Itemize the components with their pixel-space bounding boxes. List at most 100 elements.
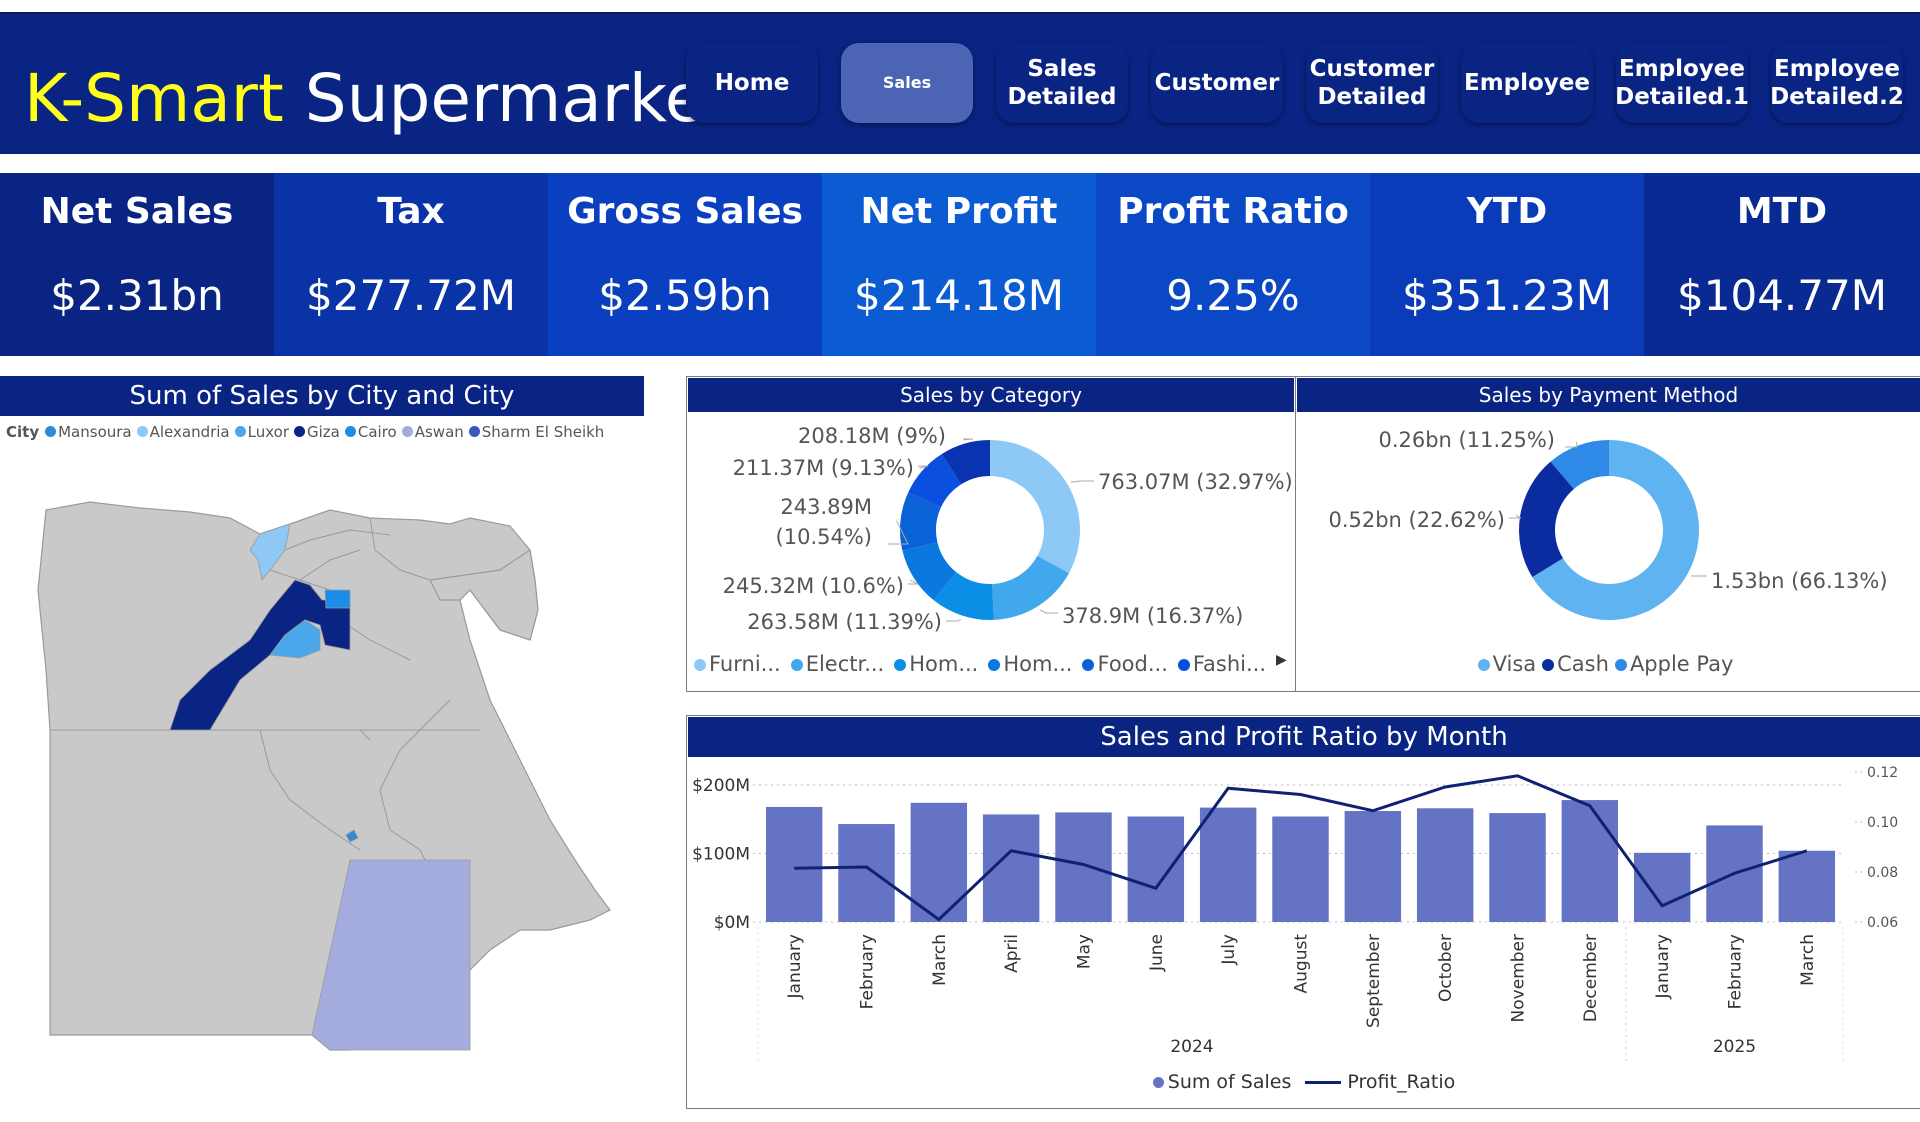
legend-sales-marker	[1152, 1077, 1164, 1088]
nav-button-sales-detailed[interactable]: Sales Detailed	[996, 43, 1128, 123]
nav-button-sales[interactable]: Sales	[841, 43, 973, 123]
slice-data-label: 0.52bn (22.62%)	[1328, 508, 1505, 532]
nav-button-label: Sales Detailed	[1007, 56, 1117, 110]
sales-bar[interactable]	[1127, 816, 1185, 922]
category-legend-item[interactable]: Hom...	[988, 652, 1072, 676]
y-left-tick: $0M	[714, 913, 750, 933]
map-legend-item[interactable]: Giza	[294, 423, 340, 441]
nav-button-label: Sales	[882, 73, 932, 92]
nav-button-employee-detailed1[interactable]: Employee Detailed.1	[1615, 43, 1749, 123]
x-year-label: 2024	[1170, 1037, 1213, 1057]
leader-line	[963, 438, 974, 441]
nav-button-employee-detailed2[interactable]: Employee Detailed.2	[1770, 43, 1904, 123]
top-header: K-Smart Supermarket Home Sales Sales Detai…	[0, 12, 1920, 154]
leader-line	[1070, 480, 1094, 483]
category-donut-chart[interactable]: 763.07M (32.97%) 378.9M (16.37%) 263.58M (…	[688, 414, 1294, 644]
nav-button-home[interactable]: Home	[686, 43, 818, 123]
slice-data-label: 0.26bn (11.25%)	[1378, 428, 1555, 452]
map-legend-item[interactable]: Luxor	[234, 423, 289, 441]
x-year-label: 2025	[1713, 1037, 1756, 1057]
legend-dot-icon	[344, 426, 356, 437]
map-region-giza[interactable]	[169, 579, 351, 731]
brand-title: K-Smart Supermarket	[24, 54, 731, 144]
donut-slice[interactable]	[1532, 440, 1699, 620]
map-title: Sum of Sales by City and City	[129, 381, 515, 411]
category-legend-label: Furni...	[709, 652, 781, 676]
sales-bar[interactable]	[1489, 813, 1546, 922]
map-legend-item[interactable]: Cairo	[344, 423, 397, 441]
payment-legend: Visa Cash Apple Pay	[1297, 652, 1920, 680]
kpi-card-ytd: YTD $351.23M	[1370, 173, 1644, 356]
map-legend-item[interactable]: Aswan	[401, 423, 464, 441]
payment-donut-chart[interactable]: 1.53bn (66.13%) 0.52bn (22.62%) 0.26bn (11…	[1297, 414, 1920, 644]
map-region-sinai[interactable]	[429, 548, 539, 641]
kpi-card-tax: Tax $277.72M	[274, 173, 548, 356]
kpi-value: $214.18M	[854, 271, 1064, 320]
map-legend-item[interactable]: Mansoura	[45, 423, 132, 441]
map-region-mansoura[interactable]	[345, 829, 359, 843]
payment-legend-item[interactable]: Visa	[1477, 652, 1536, 676]
x-month-label: January	[1653, 934, 1673, 999]
map-legend-label: Giza	[307, 423, 340, 441]
profit-ratio-line[interactable]	[794, 774, 1808, 922]
payment-title: Sales by Payment Method	[1478, 383, 1739, 407]
sales-bar[interactable]	[838, 824, 895, 922]
egypt-map[interactable]	[30, 490, 620, 1060]
donut-slice[interactable]	[933, 572, 994, 620]
map-legend-item[interactable]: Sharm El Sheikh	[468, 423, 604, 441]
chevron-right-icon[interactable]: ▶	[1276, 652, 1287, 668]
nav-button-employee[interactable]: Employee	[1461, 43, 1593, 123]
donut-slice[interactable]	[908, 453, 962, 508]
sales-bar[interactable]	[1561, 800, 1619, 922]
y-left-tick: $100M	[692, 845, 750, 865]
sales-bar[interactable]	[1416, 808, 1474, 922]
nav-button-label: Employee	[1463, 70, 1591, 96]
kpi-label: YTD	[1466, 191, 1548, 232]
sales-bar[interactable]	[1778, 850, 1836, 922]
slice-data-label: (10.54%)	[776, 525, 872, 549]
payment-legend-item[interactable]: Apple Pay	[1614, 652, 1733, 676]
category-legend-item[interactable]: Food...	[1082, 652, 1168, 676]
legend-dot-icon	[45, 426, 57, 437]
x-month-label: March	[930, 934, 950, 986]
donut-slice[interactable]	[1550, 440, 1609, 489]
map-region-cairo[interactable]	[324, 589, 351, 609]
donut-slice[interactable]	[1519, 461, 1574, 578]
sales-bar[interactable]	[765, 806, 823, 922]
x-month-label: July	[1219, 934, 1239, 966]
sales-bar[interactable]	[1055, 812, 1112, 922]
category-legend-item[interactable]: Hom...	[894, 652, 978, 676]
x-month-label: February	[858, 934, 878, 1009]
donut-slice[interactable]	[992, 555, 1069, 620]
category-legend-item[interactable]: Fashi...	[1177, 652, 1266, 676]
map-region-alexandria[interactable]	[249, 523, 291, 581]
sales-bar[interactable]	[1633, 852, 1691, 922]
x-month-label: February	[1726, 934, 1746, 1009]
kpi-value: $277.72M	[306, 271, 516, 320]
map-region-aswan[interactable]	[311, 859, 471, 1051]
donut-slice[interactable]	[900, 492, 941, 551]
map-region-luxor[interactable]	[269, 619, 321, 659]
sales-profit-combo-chart[interactable]: $0M $100M $200M 0.06 0.08 0.10 0.12 January Febr…	[688, 757, 1920, 1067]
payment-legend-item[interactable]: Cash	[1542, 652, 1609, 676]
donut-slice[interactable]	[990, 440, 1080, 574]
y-right-tick: 0.12	[1867, 765, 1898, 781]
donut-slice[interactable]	[902, 542, 957, 601]
map-legend-label: City	[6, 423, 40, 441]
leader-line	[1039, 609, 1058, 614]
nav-button-label: Employee Detailed.1	[1615, 56, 1749, 110]
sales-bar[interactable]	[1199, 807, 1257, 922]
category-legend-item[interactable]: Electr...	[790, 652, 884, 676]
legend-dot-icon	[790, 659, 803, 671]
donut-slice[interactable]	[941, 440, 990, 485]
y-right-tick: 0.08	[1867, 865, 1898, 881]
nav-button-customer-detailed[interactable]: Customer Detailed	[1306, 43, 1438, 123]
kpi-value: $2.31bn	[50, 271, 224, 320]
sales-bar[interactable]	[1344, 811, 1402, 922]
category-legend: Furni... Electr... Hom... Hom... Food... Fash…	[694, 652, 1294, 680]
slice-data-label: 1.53bn (66.13%)	[1711, 569, 1888, 593]
nav-button-customer[interactable]: Customer	[1151, 43, 1283, 123]
category-legend-item[interactable]: Furni...	[694, 652, 781, 676]
sales-bar[interactable]	[1272, 816, 1329, 922]
map-legend-item[interactable]: Alexandria	[136, 423, 230, 441]
